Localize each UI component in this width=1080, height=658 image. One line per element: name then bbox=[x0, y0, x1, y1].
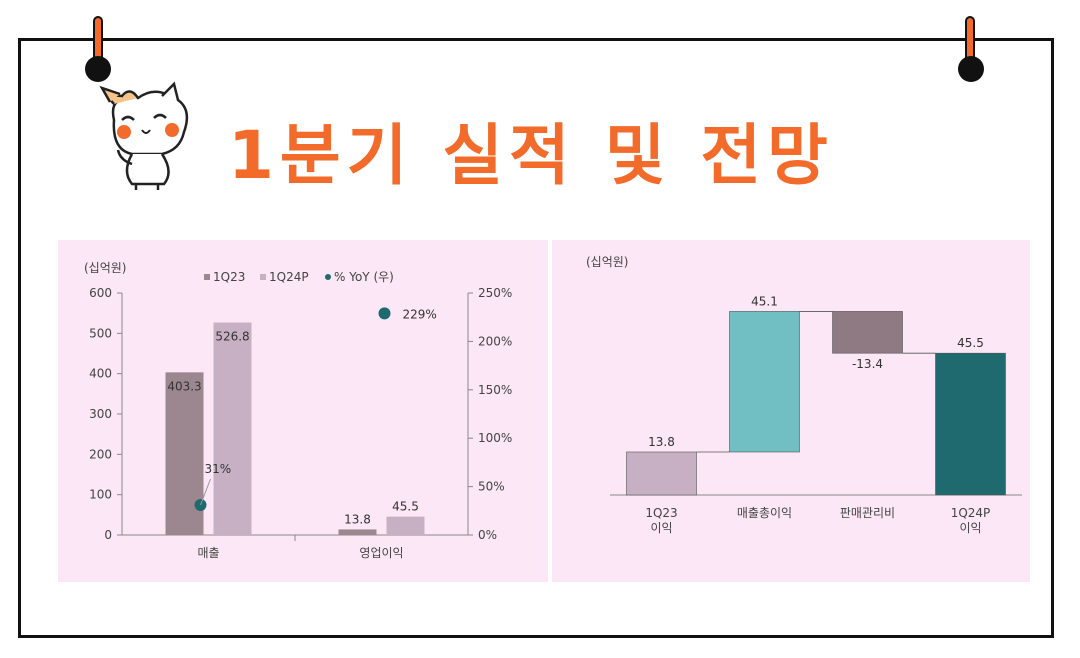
left-pin bbox=[85, 56, 111, 82]
legend-swatch-1q23 bbox=[204, 274, 210, 280]
yoy-label-leader bbox=[200, 478, 211, 506]
y-tick-label: 300 bbox=[89, 407, 112, 421]
x-category-label: 1Q23 bbox=[645, 506, 677, 520]
yoy-value-label: 31% bbox=[205, 462, 232, 476]
bar-value-label: 45.5 bbox=[392, 500, 419, 514]
y-tick-label: 200 bbox=[89, 447, 112, 461]
bar-1q24p bbox=[213, 322, 252, 535]
x-category-label: 판매관리비 bbox=[840, 506, 895, 520]
bar-value-label: 13.8 bbox=[344, 512, 371, 526]
legend-label-1q24p: 1Q24P bbox=[269, 270, 309, 284]
bar-1q23 bbox=[165, 372, 204, 535]
bar-value-label: 403.3 bbox=[167, 379, 201, 393]
y-tick-label: 600 bbox=[89, 286, 112, 300]
x-category-label: 이익 bbox=[650, 521, 672, 535]
x-category-label: 이익 bbox=[959, 521, 981, 535]
legend-swatch-1q24p bbox=[260, 274, 266, 280]
y-tick-label: 500 bbox=[89, 326, 112, 340]
legend-label-1q23: 1Q23 bbox=[213, 270, 245, 284]
y-tick-label: 0 bbox=[104, 528, 112, 542]
x-category-label: 영업이익 bbox=[359, 546, 403, 560]
right-chart-panel: (십억원) 13.8 1Q23 이익 45.1 매출총이익 -13.4 판매관리비 45.5 1… bbox=[552, 240, 1030, 582]
x-category-label: 매출총이익 bbox=[737, 506, 792, 520]
waterfall-bar bbox=[832, 311, 903, 354]
waterfall-value-label: 13.8 bbox=[648, 435, 675, 449]
chart2-unit-label: (십억원) bbox=[586, 255, 628, 269]
y2-tick-label: 100% bbox=[478, 431, 512, 445]
right-pin bbox=[958, 56, 984, 82]
yoy-value-label: 229% bbox=[403, 307, 437, 321]
waterfall-bar bbox=[935, 352, 1006, 496]
y-tick-label: 100 bbox=[89, 488, 112, 502]
waterfall-value-label: 45.1 bbox=[751, 294, 778, 308]
y2-tick-label: 0% bbox=[478, 528, 497, 542]
chart1-unit-label: (십억원) bbox=[84, 261, 126, 275]
y2-tick-label: 50% bbox=[478, 480, 505, 494]
waterfall-chart: (십억원) 13.81Q23이익45.1매출총이익-13.4판매관리비45.51… bbox=[586, 255, 1022, 535]
x-category-label: 매출 bbox=[197, 546, 219, 560]
waterfall-value-label: -13.4 bbox=[852, 357, 883, 371]
left-chart-panel: (십억원) 1Q23 1Q24P % YoY (우) 0 100 200 300 400… bbox=[58, 240, 548, 582]
waterfall-bar bbox=[626, 451, 697, 496]
chart1-legend: 1Q23 1Q24P % YoY (우) bbox=[204, 270, 394, 284]
bar-1q24p bbox=[386, 516, 425, 535]
cat-mascot-icon bbox=[99, 81, 189, 190]
waterfall-bar bbox=[729, 311, 800, 453]
y-tick-label: 400 bbox=[89, 367, 112, 381]
y2-tick-label: 250% bbox=[478, 286, 512, 300]
bar-value-label: 526.8 bbox=[215, 330, 249, 344]
legend-label-yoy: % YoY (우) bbox=[334, 270, 394, 284]
waterfall-value-label: 45.5 bbox=[957, 336, 984, 350]
page-title: 1분기 실적 및 전망 bbox=[228, 117, 834, 194]
x-category-label: 1Q24P bbox=[951, 506, 991, 520]
yoy-bar-chart: (십억원) 1Q23 1Q24P % YoY (우) 0 100 200 300 400… bbox=[84, 261, 512, 560]
bar-1q23 bbox=[338, 529, 377, 535]
yoy-point bbox=[378, 307, 391, 320]
y2-tick-label: 200% bbox=[478, 334, 512, 348]
legend-swatch-yoy bbox=[325, 274, 331, 280]
y2-tick-label: 150% bbox=[478, 383, 512, 397]
